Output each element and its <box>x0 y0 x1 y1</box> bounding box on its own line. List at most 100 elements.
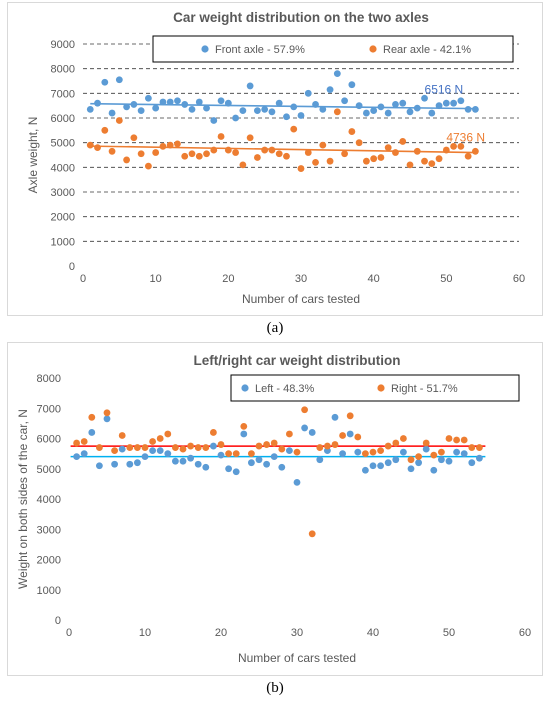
data-point <box>290 103 298 111</box>
data-point <box>164 430 172 438</box>
data-point <box>261 146 269 154</box>
data-point <box>203 150 210 158</box>
data-point <box>275 99 283 107</box>
data-point <box>254 154 261 161</box>
data-point <box>450 142 457 150</box>
data-point <box>141 444 149 451</box>
data-point <box>111 447 118 454</box>
data-point <box>460 436 468 444</box>
data-point <box>239 161 247 169</box>
data-point <box>174 97 181 105</box>
data-point <box>224 146 232 154</box>
data-point <box>442 99 450 107</box>
data-point <box>293 448 301 456</box>
data-point <box>210 429 217 436</box>
legend-label: Left - 48.3% <box>255 383 315 395</box>
data-point <box>384 144 392 152</box>
y-axis-title: Weight on both sides of the car, N <box>16 409 30 589</box>
data-point <box>126 444 134 451</box>
data-point <box>195 98 203 106</box>
data-point <box>86 105 94 113</box>
data-point <box>86 141 94 149</box>
data-point <box>460 450 468 458</box>
data-point <box>297 165 305 172</box>
data-point <box>166 141 174 149</box>
chart-left-right-distribution: Left/right car weight distribution 0 1000 2… <box>7 342 543 676</box>
data-point <box>159 142 167 150</box>
data-point <box>392 439 400 447</box>
x-tick-label: 30 <box>295 273 307 285</box>
data-point <box>179 445 187 453</box>
data-point <box>232 114 240 122</box>
data-point <box>304 149 312 156</box>
data-point <box>217 133 225 140</box>
trendline <box>90 102 476 110</box>
panel-label-b: (b) <box>266 680 284 696</box>
data-point <box>108 147 116 155</box>
data-point <box>152 149 160 156</box>
y-tick-label: 7000 <box>37 403 61 415</box>
data-point <box>377 154 385 161</box>
data-point <box>210 117 218 124</box>
data-point <box>134 444 141 451</box>
y-tick-label: 5000 <box>37 464 61 476</box>
data-point <box>413 104 421 112</box>
y-tick-label: 3000 <box>37 524 61 536</box>
data-point <box>210 146 218 154</box>
data-point <box>246 134 254 142</box>
data-point <box>156 447 164 454</box>
data-point <box>240 423 248 430</box>
data-point <box>445 457 453 465</box>
data-point <box>217 97 225 105</box>
data-point <box>319 105 327 113</box>
data-point <box>324 442 331 450</box>
data-point <box>194 444 202 451</box>
y-tick-label: 2000 <box>51 212 75 224</box>
data-point <box>195 152 203 160</box>
data-point <box>159 98 167 106</box>
data-point <box>248 450 255 458</box>
data-point <box>248 459 255 467</box>
data-point <box>331 413 339 421</box>
y-tick-label: 3000 <box>51 187 75 199</box>
data-point <box>348 81 356 89</box>
data-point <box>179 457 187 465</box>
data-point <box>333 70 341 77</box>
data-point <box>94 99 101 107</box>
data-point <box>263 460 270 468</box>
data-point <box>101 126 109 134</box>
data-point <box>174 140 181 148</box>
data-point <box>240 430 248 438</box>
data-point <box>304 89 312 97</box>
data-point <box>88 413 96 421</box>
data-point <box>278 445 286 453</box>
data-point <box>149 447 157 454</box>
data-point <box>377 447 384 454</box>
data-point <box>316 444 324 451</box>
data-point <box>339 432 346 439</box>
data-point <box>331 441 339 448</box>
data-point <box>438 456 445 464</box>
data-point <box>319 141 327 149</box>
data-point <box>224 99 232 107</box>
data-point <box>457 142 465 150</box>
data-point <box>339 450 346 458</box>
data-point <box>354 448 362 456</box>
data-point <box>137 107 145 114</box>
data-point <box>326 86 334 94</box>
data-point <box>286 430 293 438</box>
data-point <box>88 429 96 436</box>
panel-label-a: (a) <box>266 320 284 336</box>
data-point <box>225 450 233 458</box>
data-point <box>316 456 324 464</box>
x-tick-label: 0 <box>80 273 86 285</box>
y-tick-label: 9000 <box>51 39 75 51</box>
legend-marker <box>377 384 385 392</box>
data-point <box>399 138 407 145</box>
data-point <box>134 459 141 467</box>
data-point <box>392 456 400 464</box>
data-point <box>166 98 174 106</box>
data-point <box>239 107 247 114</box>
data-point <box>370 107 378 114</box>
